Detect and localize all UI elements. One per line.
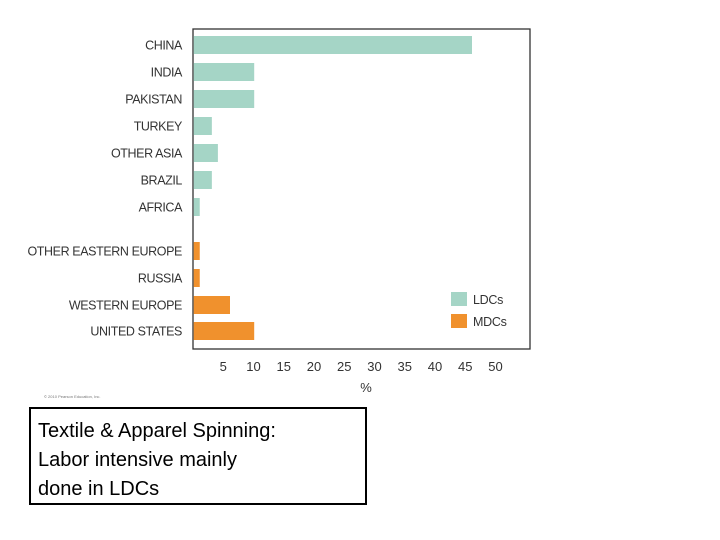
bar-united-states [193,322,255,340]
category-label: TURKEY [134,120,183,134]
legend-label: LDCs [473,293,503,307]
bar-africa [193,198,200,216]
bar-china [193,36,472,54]
caption-box: Textile & Apparel Spinning: Labor intens… [29,407,367,505]
category-label: CHINA [145,39,183,53]
x-tick-label: 10 [246,359,260,374]
category-label: UNITED STATES [90,325,182,339]
category-labels: CHINA INDIA PAKISTAN TURKEY OTHER ASIA BRAZIL… [27,39,183,339]
bar-other-asia [193,144,218,162]
bar-brazil [193,171,212,189]
bar-india [193,63,255,81]
x-tick-label: 35 [398,359,412,374]
x-tick-label: 15 [277,359,291,374]
caption-line-1: Textile & Apparel Spinning: [38,420,276,442]
bar-other-eastern-europe [193,242,200,260]
legend-label: MDCs [473,315,507,329]
plot-frame [192,28,531,350]
x-tick-label: 40 [428,359,442,374]
category-label: WESTERN EUROPE [69,299,182,313]
category-label: BRAZIL [141,174,183,188]
legend: LDCs MDCs [451,292,507,329]
x-tick-label: 45 [458,359,472,374]
x-axis-label: % [360,380,372,395]
x-tick-labels: 5 10 15 20 25 30 35 40 45 50 [220,359,503,374]
legend-swatch [451,292,467,306]
x-tick-label: 5 [220,359,227,374]
legend-swatch [451,314,467,328]
x-tick-label: 20 [307,359,321,374]
x-tick-label: 50 [488,359,502,374]
copyright-note: © 2010 Pearson Education, Inc. [44,394,101,399]
category-label: INDIA [151,66,183,80]
bar-russia [193,269,200,287]
bars [193,36,472,340]
caption-line-2: Labor intensive mainly [38,449,237,471]
category-label: PAKISTAN [125,93,182,107]
caption-line-3: done in LDCs [38,478,160,500]
x-tick-label: 25 [337,359,351,374]
x-tick-label: 30 [367,359,381,374]
category-label: OTHER EASTERN EUROPE [27,245,182,259]
bar-turkey [193,117,212,135]
caption-text: Textile & Apparel Spinning: Labor intens… [38,417,363,504]
category-label: AFRICA [139,201,184,215]
bar-pakistan [193,90,255,108]
category-label: RUSSIA [138,272,183,286]
category-label: OTHER ASIA [111,147,183,161]
bar-western-europe [193,296,230,314]
